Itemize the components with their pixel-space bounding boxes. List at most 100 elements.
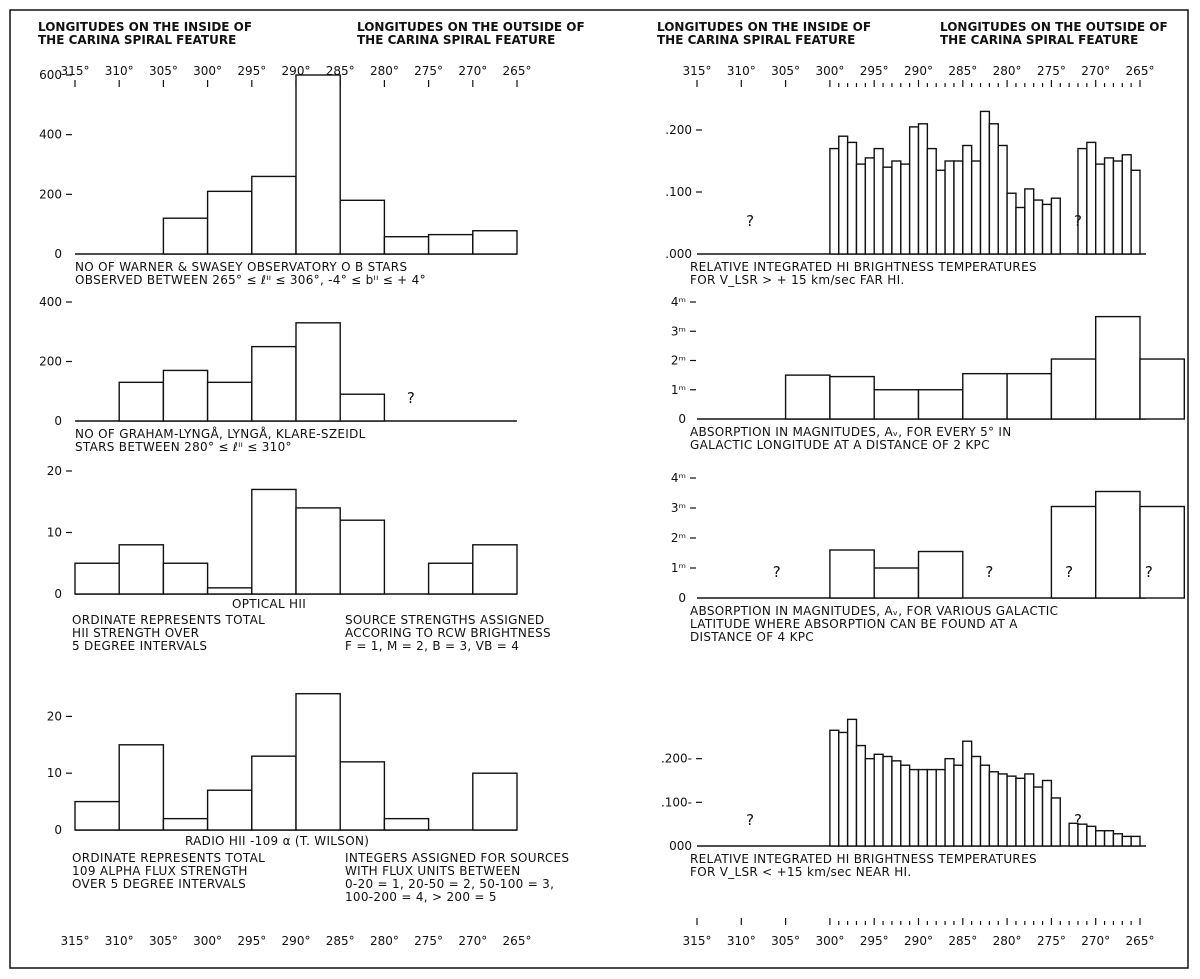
far-hi-bar-15 xyxy=(962,144,973,255)
absorption-2kpc-bar-275-270 xyxy=(1050,358,1097,420)
graham-stars-bar-285-280 xyxy=(339,393,386,422)
optical-hii-bar-310-305 xyxy=(118,544,165,595)
near-hi-bar-17 xyxy=(979,764,991,847)
optical-hii-caption-right-1: ACCORING TO RCW BRIGHTNESS xyxy=(345,626,551,640)
far-hi-bar-32 xyxy=(1112,160,1123,255)
absorption-2kpc-bar-300-295 xyxy=(829,375,875,420)
bottom-right-lon-2: 305° xyxy=(771,934,800,948)
radio-hii-caption-right-1: WITH FLUX UNITS BETWEEN xyxy=(345,864,521,878)
far-hi-bar-9 xyxy=(908,126,920,255)
far-hi-bar-21 xyxy=(1015,206,1026,255)
graham-stars-ytick-0: 0 xyxy=(54,414,62,428)
top-right-lon-4: 295° xyxy=(860,64,889,78)
near-hi-bar-1 xyxy=(838,731,849,847)
far-hi-bar-18 xyxy=(988,123,999,255)
header-left-inside-line-0: LONGITUDES ON THE INSIDE OF xyxy=(38,20,252,34)
top-right-lon-0: 315° xyxy=(683,64,712,78)
bottom-left-lon-5: 290° xyxy=(282,934,311,948)
near-hi-ytick-1: .100- xyxy=(661,795,692,809)
far-hi-ytick-1: .100 xyxy=(665,185,692,199)
far-hi-caption-1: FOR V_LSR > + 15 km/sec FAR HI. xyxy=(690,273,905,287)
near-hi-ytick-0: 000 xyxy=(669,839,692,853)
radio-hii-caption-left-1: 109 ALPHA FLUX STRENGTH xyxy=(72,864,248,878)
bottom-left-lon-10: 265° xyxy=(503,934,532,948)
absorption-2kpc-bar-285-280 xyxy=(962,372,1008,420)
far-hi-bar-11 xyxy=(926,147,937,255)
far-hi-bar-3 xyxy=(855,163,867,255)
far-hi-bar-28 xyxy=(1077,147,1088,255)
near-hi-bar-24 xyxy=(1041,779,1053,847)
near-hi-bar-19 xyxy=(997,773,1008,847)
far-hi-bar-20 xyxy=(1006,192,1017,255)
bottom-right-lon-0: 315° xyxy=(683,934,712,948)
far-hi-caption-0: RELATIVE INTEGRATED HI BRIGHTNESS TEMPER… xyxy=(690,260,1037,274)
radio-hii-caption-right-0: INTEGERS ASSIGNED FOR SOURCES xyxy=(345,851,569,865)
far-hi-bar-33 xyxy=(1121,154,1132,255)
optical-hii-caption-right-0: SOURCE STRENGTHS ASSIGNED xyxy=(345,613,544,627)
optical-hii-caption-left-1: HII STRENGTH OVER xyxy=(72,626,199,640)
radio-hii-caption-left-0: ORDINATE REPRESENTS TOTAL xyxy=(72,851,265,865)
optical-hii-bar-305-300 xyxy=(162,562,209,595)
near-hi-bar-0 xyxy=(829,729,840,847)
far-hi-question-mark-0: ? xyxy=(746,212,754,230)
optical-hii-bar-295-290 xyxy=(251,488,297,595)
bottom-left-lon-9: 270° xyxy=(458,934,487,948)
far-hi-bar-23 xyxy=(1032,199,1044,255)
absorption-2kpc-ytick-3: 3ᵐ xyxy=(671,324,686,338)
top-right-lon-2: 305° xyxy=(771,64,800,78)
graham-stars-ytick-2: 400 xyxy=(39,295,62,309)
absorption-4kpc-bar-265-260 xyxy=(1139,505,1185,599)
far-hi-bar-8 xyxy=(900,163,911,255)
bottom-right-lon-9: 270° xyxy=(1081,934,1110,948)
absorption-4kpc-caption-0: ABSORPTION IN MAGNITUDES, Aᵥ, FOR VARIOU… xyxy=(690,604,1058,618)
absorption-4kpc-bar-300-295 xyxy=(829,549,875,599)
graham-stars-bar-290-285 xyxy=(295,322,341,422)
absorption-4kpc-question-mark-1: ? xyxy=(985,563,993,581)
near-hi-bar-23 xyxy=(1032,786,1044,847)
top-left-lon-3: 300° xyxy=(193,64,222,78)
graham-stars-bar-305-300 xyxy=(162,369,209,422)
far-hi-bar-25 xyxy=(1050,197,1061,255)
radio-hii-bar-290-285 xyxy=(295,692,341,831)
far-hi-bar-14 xyxy=(953,160,964,255)
near-hi-bar-13 xyxy=(944,757,955,847)
far-hi-bar-22 xyxy=(1024,188,1035,255)
bottom-left-lon-8: 275° xyxy=(414,934,443,948)
top-right-lon-9: 270° xyxy=(1081,64,1110,78)
ob-stars-bar-280-275 xyxy=(383,235,430,255)
near-hi-bar-33 xyxy=(1121,835,1132,847)
absorption-4kpc-question-mark-0: ? xyxy=(773,563,781,581)
radio-hii-bar-270-265 xyxy=(472,772,518,831)
bottom-right-lon-5: 290° xyxy=(904,934,933,948)
top-right-lon-3: 300° xyxy=(815,64,844,78)
absorption-2kpc-caption-0: ABSORPTION IN MAGNITUDES, Aᵥ, FOR EVERY … xyxy=(690,425,1012,439)
graham-stars-bar-310-305 xyxy=(118,381,165,422)
far-hi-bar-29 xyxy=(1086,141,1097,255)
bottom-right-lon-4: 295° xyxy=(860,934,889,948)
header-right-inside-line-0: LONGITUDES ON THE INSIDE OF xyxy=(657,20,871,34)
top-right-lon-1: 310° xyxy=(727,64,756,78)
ob-stars-caption-0: NO OF WARNER & SWASEY OBSERVATORY O B ST… xyxy=(75,260,407,274)
near-hi-bar-11 xyxy=(926,768,937,847)
far-hi-bar-10 xyxy=(917,123,929,255)
bottom-left-lon-6: 285° xyxy=(326,934,355,948)
far-hi-bar-1 xyxy=(838,135,849,255)
radio-hii-ytick-2: 20 xyxy=(47,709,62,723)
near-hi-ytick-2: .200- xyxy=(661,752,692,766)
far-hi-bar-0 xyxy=(829,147,840,255)
header-right-inside-line-1: THE CARINA SPIRAL FEATURE xyxy=(657,33,855,47)
radio-hii-bar-300-295 xyxy=(206,789,253,831)
near-hi-bar-18 xyxy=(988,771,999,847)
absorption-2kpc-ytick-4: 4ᵐ xyxy=(671,295,686,309)
ob-stars-bar-290-285 xyxy=(295,74,341,255)
radio-hii-bar-310-305 xyxy=(118,744,165,831)
far-hi-bar-24 xyxy=(1041,203,1053,255)
graham-stars-bar-300-295 xyxy=(206,381,253,422)
ob-stars-ytick-1: 200 xyxy=(39,187,62,201)
top-left-lon-2: 305° xyxy=(149,64,178,78)
ob-stars-ytick-2: 400 xyxy=(39,128,62,142)
top-right-lon-6: 285° xyxy=(948,64,977,78)
absorption-2kpc-bar-270-265 xyxy=(1094,315,1141,420)
ob-stars-ytick-0: 0 xyxy=(54,247,62,261)
